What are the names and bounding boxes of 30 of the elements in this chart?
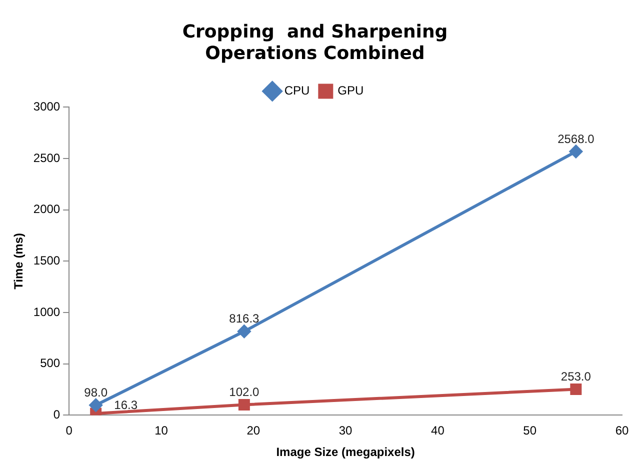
x-tick-label: 50	[523, 424, 537, 438]
chart-title: Cropping and Sharpening Operations Combined	[182, 21, 448, 64]
data-label: 98.0	[84, 385, 108, 400]
data-label: 16.3	[114, 398, 138, 412]
legend-label: CPU	[284, 84, 310, 98]
legend-label: GPU	[338, 84, 364, 98]
x-tick-label: 20	[246, 424, 260, 438]
x-tick-label: 10	[154, 424, 168, 438]
data-label: 102.0	[229, 385, 260, 400]
point	[569, 145, 582, 158]
x-axis-title: Image Size (megapixels)	[276, 445, 415, 460]
y-tick-label: 3000	[33, 100, 60, 114]
y-tick-label: 0	[53, 408, 60, 422]
y-tick-label: 2000	[33, 202, 60, 216]
y-tick-label: 500	[40, 356, 60, 370]
x-tick-label: 60	[615, 424, 629, 438]
x-tick-label: 40	[431, 424, 445, 438]
x-tick-label: 30	[338, 424, 353, 438]
point	[238, 398, 250, 410]
y-axis-title: Time (ms)	[12, 232, 26, 290]
point	[238, 324, 251, 338]
y-tick-label: 1000	[33, 304, 60, 319]
y-tick-label: 2500	[33, 150, 60, 165]
data-label: 816.3	[229, 312, 260, 326]
point	[89, 398, 102, 412]
data-label: 253.0	[560, 370, 592, 384]
y-tick-label: 1500	[33, 254, 60, 268]
data-label: 2568.0	[558, 132, 595, 146]
point	[570, 383, 582, 395]
x-tick-label: 0	[66, 424, 73, 438]
